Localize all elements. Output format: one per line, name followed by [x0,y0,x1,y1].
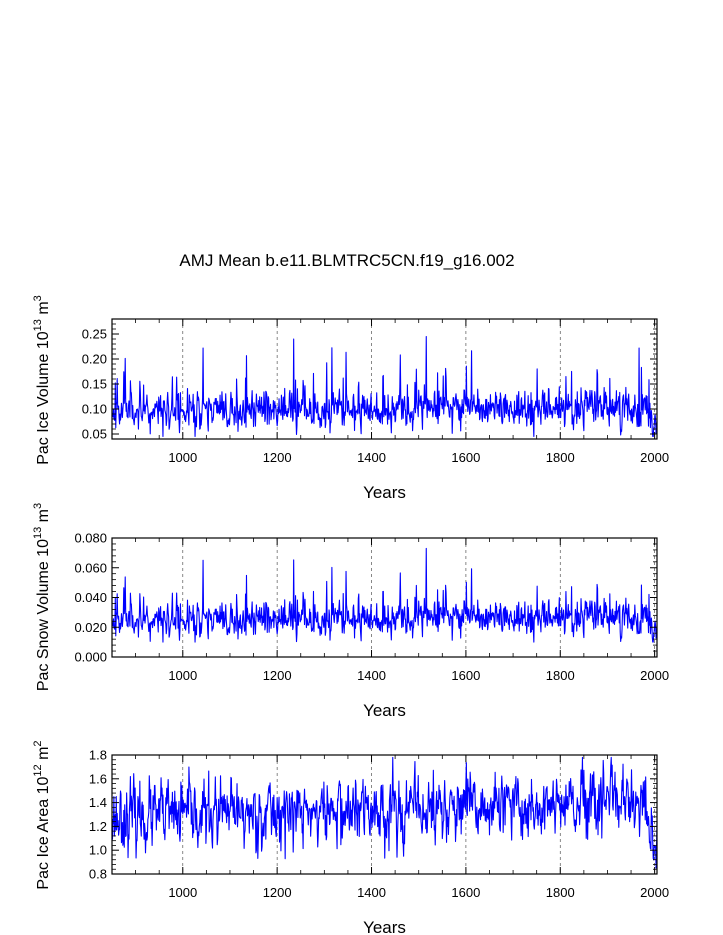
x-axis-label: Years [363,701,406,720]
x-tick-label: 2000 [640,668,669,683]
y-axis-label-main: Pac Ice Volume 10 [35,331,52,465]
y-axis-label: Pac Ice Volume 1013 m3 [32,295,52,465]
x-tick-label: 1000 [168,885,197,900]
x-tick-label: 1600 [451,885,480,900]
y-tick-label: 0.8 [89,867,107,882]
y-tick-label: 0.05 [82,427,107,442]
y-tick-label: 1.6 [89,771,107,786]
chart-panel-snow-volume: 1000 1200 1400 1600 1800 2000 0.000 0.020 0.040 0… [32,503,669,720]
x-tick-label: 1400 [357,668,386,683]
y-axis-label-unit: m [35,301,52,319]
x-tick-label: 1800 [546,450,575,465]
plot-frame [111,537,658,658]
x-tick-label: 1800 [546,668,575,683]
plot-frame [111,754,658,875]
chart-panel-ice-area: 1000 1200 1400 1600 1800 2000 0.8 1.0 1.2 1.4 1.6 1… [32,740,669,935]
y-axis-label-exponent: 13 [32,319,44,331]
y-tick-label: 0.000 [74,650,107,665]
x-tick-label: 2000 [640,885,669,900]
y-tick-label: 1.8 [89,748,107,763]
y-tick-label: 1.2 [89,819,107,834]
x-tick-label: 1800 [546,885,575,900]
y-tick-label: 0.040 [74,590,107,605]
y-axis-label: Pac Snow Volume 1013 m3 [32,503,52,691]
y-axis-label: Pac Ice Area 1012 m2 [32,740,52,889]
y-axis-label-main: Pac Ice Area 10 [35,777,52,890]
y-axis-label-unit-exponent: 3 [32,295,44,301]
x-tick-label: 1600 [451,450,480,465]
x-tick-label: 1200 [263,450,292,465]
chart-panel-ice-volume: 1000 1200 1400 1600 1800 2000 0.05 0.10 0.15 0.20… [32,295,669,502]
y-axis-label-main: Pac Snow Volume 10 [35,539,52,691]
y-axis-label-exponent: 13 [32,527,44,539]
x-axis-label: Years [363,483,406,502]
series-line-snow-volume [111,547,658,643]
x-tick-label: 1400 [357,450,386,465]
x-tick-label: 1000 [168,668,197,683]
x-tick-label: 2000 [640,450,669,465]
y-tick-label: 1.4 [89,795,107,810]
x-tick-label: 1400 [357,885,386,900]
y-axis-label-unit-exponent: 2 [32,740,44,746]
figure-title: AMJ Mean b.e11.BLMTRC5CN.f19_g16.002 [179,251,514,270]
x-tick-label: 1200 [263,885,292,900]
y-tick-label: 0.060 [74,560,107,575]
y-axis-label-unit: m [35,509,52,527]
x-axis-label: Years [363,918,406,935]
y-axis-label-unit-exponent: 3 [32,503,44,509]
y-tick-label: 1.0 [89,843,107,858]
y-tick-label: 0.10 [82,402,107,417]
y-tick-label: 0.25 [82,327,107,342]
series-line-ice-volume [111,335,658,438]
y-axis-label-exponent: 12 [32,764,44,776]
y-tick-label: 0.020 [74,620,107,635]
x-tick-label: 1000 [168,450,197,465]
panels: 1000 1200 1400 1600 1800 2000 0.05 0.10 0.15 0.20… [32,295,669,935]
series-line-ice-area [111,756,658,869]
x-tick-label: 1200 [263,668,292,683]
y-tick-label: 0.080 [74,531,107,546]
x-tick-label: 1600 [451,668,480,683]
y-tick-label: 0.20 [82,352,107,367]
y-tick-label: 0.15 [82,377,107,392]
y-axis-label-unit: m [35,747,52,765]
